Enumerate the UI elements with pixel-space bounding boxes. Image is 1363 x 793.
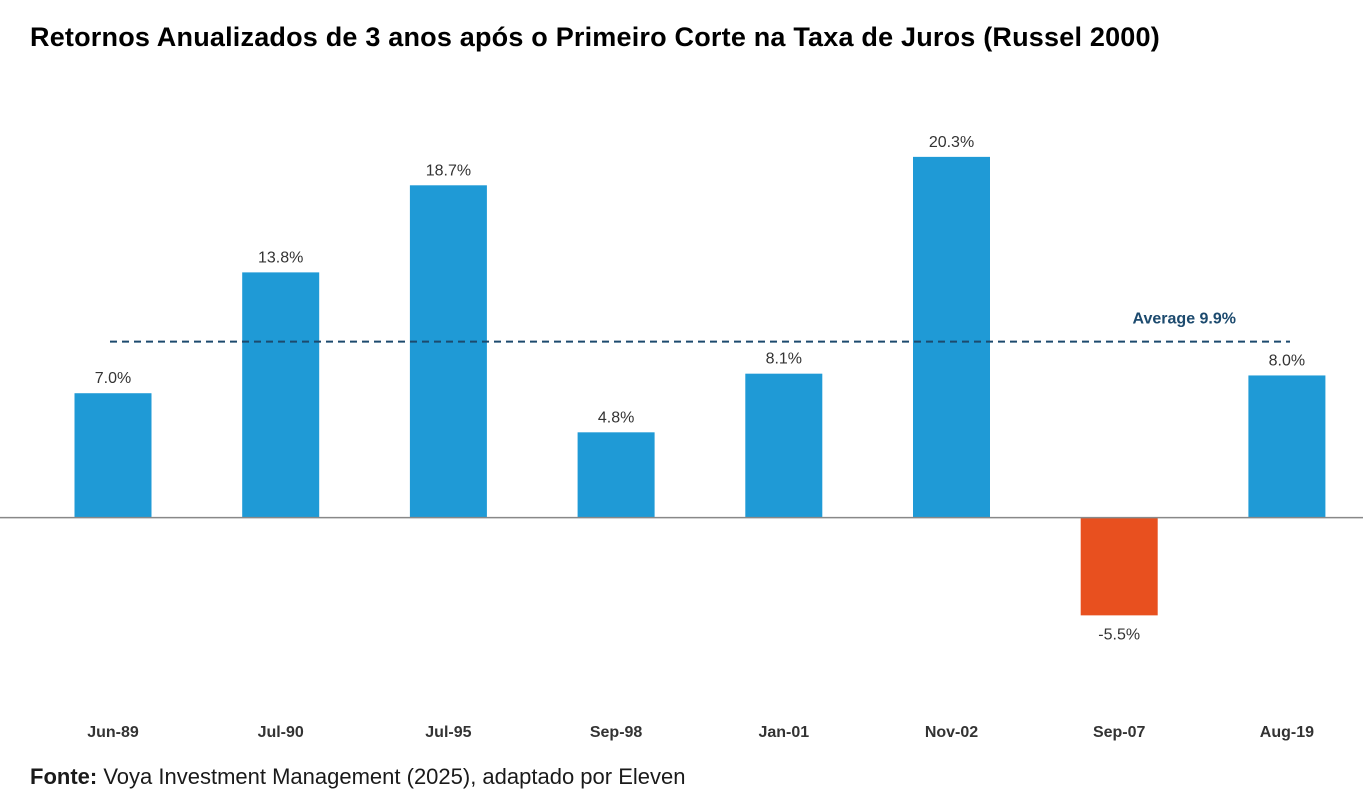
bar-sep-07 (1080, 517, 1158, 616)
value-label-nov-02: 20.3% (929, 134, 974, 151)
value-label-jul-95: 18.7% (426, 162, 471, 179)
bar-jul-90 (242, 272, 320, 518)
average-label: Average 9.9% (1133, 311, 1236, 328)
value-label-aug-19: 8.0% (1269, 352, 1305, 369)
x-tick-label-jul-95: Jul-95 (425, 724, 471, 741)
source-note: Fonte: Voya Investment Management (2025)… (30, 764, 685, 790)
bar-jan-01 (745, 373, 823, 518)
x-tick-label-sep-98: Sep-98 (590, 724, 643, 741)
value-label-sep-98: 4.8% (598, 409, 634, 426)
x-tick-label-jun-89: Jun-89 (87, 724, 139, 741)
x-tick-label-sep-07: Sep-07 (1093, 724, 1146, 741)
bar-nov-02 (913, 156, 990, 518)
source-text: Voya Investment Management (2025), adapt… (103, 764, 686, 789)
bars-group (74, 156, 1326, 616)
x-tick-label-jul-90: Jul-90 (258, 724, 304, 741)
source-label: Fonte: (30, 764, 98, 789)
x-tick-label-aug-19: Aug-19 (1260, 724, 1314, 741)
chart-title: Retornos Anualizados de 3 anos após o Pr… (30, 22, 1160, 52)
x-tick-label-jan-01: Jan-01 (758, 724, 809, 741)
value-label-jul-90: 13.8% (258, 249, 303, 266)
category-labels-group: Jun-89 Jul-90 Jul-95 Sep-98 Jan-01 Nov-02 Sep-… (87, 724, 1314, 741)
bar-jun-89 (74, 393, 152, 518)
value-label-jun-89: 7.0% (95, 370, 131, 387)
value-label-jan-01: 8.1% (766, 351, 802, 368)
value-label-sep-07: -5.5% (1098, 626, 1140, 643)
value-labels-group: 7.0% 13.8% 18.7% 4.8% 8.1% 20.3% -5.5% 8.0% (95, 134, 1305, 643)
bar-aug-19 (1248, 375, 1326, 518)
x-tick-label-nov-02: Nov-02 (925, 724, 978, 741)
bar-sep-98 (577, 432, 655, 518)
bar-jul-95 (409, 185, 487, 518)
